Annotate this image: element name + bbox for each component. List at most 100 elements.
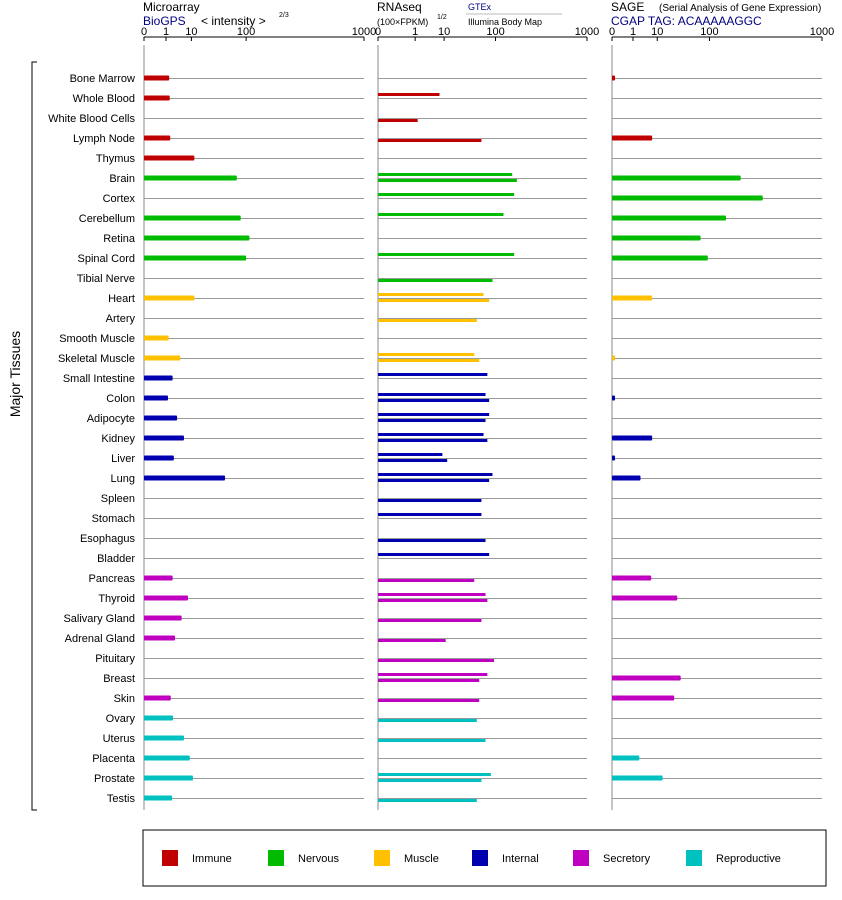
tissue-label: Brain <box>109 173 135 185</box>
sage-bar <box>612 475 641 481</box>
sage-tick-label: 10 <box>651 26 663 38</box>
rnaseq-tick-label: 10 <box>438 26 450 38</box>
sage-bar <box>612 195 763 201</box>
tissue-label: Prostate <box>94 773 135 785</box>
tissue-label: Bladder <box>97 553 135 565</box>
microarray-subtitle: < intensity > <box>201 14 266 28</box>
rnaseq-bar-ibm <box>378 359 480 362</box>
microarray-bar <box>144 135 171 141</box>
sage-bar <box>612 235 701 241</box>
sage-bar <box>612 435 653 441</box>
rnaseq-bar-ibm <box>378 639 446 642</box>
rnaseq-bar-ibm <box>378 779 482 782</box>
rnaseq-bar-ibm <box>378 679 480 682</box>
rnaseq-bar-gtex <box>378 593 486 596</box>
microarray-bar <box>144 695 171 701</box>
tissue-label: Spleen <box>101 493 135 505</box>
rnaseq-bar-gtex <box>378 93 440 96</box>
rnaseq-bar-ibm <box>378 659 495 662</box>
rnaseq-tick-label: 1000 <box>575 26 599 38</box>
microarray-bar <box>144 295 195 301</box>
sage-bar <box>612 135 653 141</box>
rnaseq-bar-gtex <box>378 433 484 436</box>
plot-area: Bone Marrow Whole Blood White Blood Cells L… <box>48 26 834 810</box>
rnaseq-bar-gtex <box>378 393 486 396</box>
rnaseq-bar-gtex <box>378 773 491 776</box>
tissue-label: Adrenal Gland <box>65 633 135 645</box>
rnaseq-bar-gtex <box>378 293 484 296</box>
rnaseq-bar-gtex <box>378 193 515 196</box>
rnaseq-bar-ibm <box>378 319 477 322</box>
tissue-label: Heart <box>108 293 135 305</box>
tissue-label: Small Intestine <box>63 373 135 385</box>
microarray-bar <box>144 595 188 601</box>
tissue-bracket <box>31 61 37 811</box>
rnaseq-bar-ibm <box>378 739 486 742</box>
microarray-bar <box>144 635 176 641</box>
rnaseq-bar-ibm <box>378 719 477 722</box>
rnaseq-tick-label: 1 <box>412 26 418 38</box>
tissue-label: Cortex <box>103 193 136 205</box>
legend-label-nervous: Nervous <box>298 853 339 865</box>
rnaseq-bar-gtex <box>378 413 490 416</box>
sage-tag: CGAP TAG: ACAAAAAGGC <box>611 14 762 28</box>
tissue-label: Adipocyte <box>87 413 135 425</box>
tissue-label: Smooth Muscle <box>59 333 135 345</box>
tissue-label: Bone Marrow <box>70 73 135 85</box>
microarray-bar <box>144 335 169 341</box>
rnaseq-bar-ibm <box>378 399 490 402</box>
sage-bar <box>612 695 675 701</box>
sage-bar <box>612 595 678 601</box>
rnaseq-bar-ibm <box>378 459 448 462</box>
microarray-bar <box>144 455 174 461</box>
rnaseq-bar-ibm <box>378 419 486 422</box>
microarray-bar <box>144 415 178 421</box>
rnaseq-bar-ibm <box>378 139 482 142</box>
rnaseq-bar-ibm <box>378 539 486 542</box>
legend-swatch-internal <box>472 850 488 866</box>
legend-swatch-nervous <box>268 850 284 866</box>
tissue-label: Skeletal Muscle <box>58 353 135 365</box>
rnaseq-bar-gtex <box>378 213 504 216</box>
rnaseq-title: RNAseq <box>377 0 422 14</box>
tissue-label: Pituitary <box>95 653 135 665</box>
tissue-label: Lymph Node <box>73 133 135 145</box>
rnaseq-bar-ibm <box>378 179 517 182</box>
rnaseq-bar-ibm <box>378 579 475 582</box>
sage-tick-label: 1 <box>630 26 636 38</box>
microarray-tick-label: 10 <box>185 26 197 38</box>
rnaseq-bar-gtex <box>378 373 488 376</box>
microarray-bar <box>144 235 250 241</box>
microarray-tick-label: 1 <box>163 26 169 38</box>
rnaseq-tick-label: 100 <box>486 26 504 38</box>
microarray-bar <box>144 715 174 721</box>
microarray-exponent: 2/3 <box>279 12 289 19</box>
legend-swatch-secretory <box>573 850 589 866</box>
microarray-tick-label: 0 <box>141 26 147 38</box>
sage-bar <box>612 295 653 301</box>
rnaseq-bar-gtex <box>378 473 493 476</box>
microarray-bar <box>144 75 170 81</box>
tissue-label: Esophagus <box>80 533 136 545</box>
sage-bar <box>612 215 727 221</box>
microarray-bar <box>144 475 226 481</box>
microarray-bar <box>144 575 173 581</box>
tissue-label: Stomach <box>92 513 135 525</box>
sage-bar <box>612 775 663 781</box>
legend-label-reproductive: Reproductive <box>716 853 781 865</box>
rnaseq-exponent: 1/2 <box>437 14 447 21</box>
tissue-label: Cerebellum <box>79 213 135 225</box>
rnaseq-bar-gtex <box>378 553 490 556</box>
rnaseq-bar-gtex <box>378 673 488 676</box>
microarray-bar <box>144 175 237 181</box>
microarray-bar <box>144 95 170 101</box>
tissue-label: Pancreas <box>89 573 136 585</box>
rnaseq-bar-gtex <box>378 253 515 256</box>
tissue-label: Salivary Gland <box>63 613 135 625</box>
microarray-bar <box>144 795 173 801</box>
rnaseq-bar-ibm <box>378 479 490 482</box>
tissue-label: Tibial Nerve <box>77 273 135 285</box>
microarray-bar <box>144 615 182 621</box>
microarray-bar <box>144 255 247 261</box>
